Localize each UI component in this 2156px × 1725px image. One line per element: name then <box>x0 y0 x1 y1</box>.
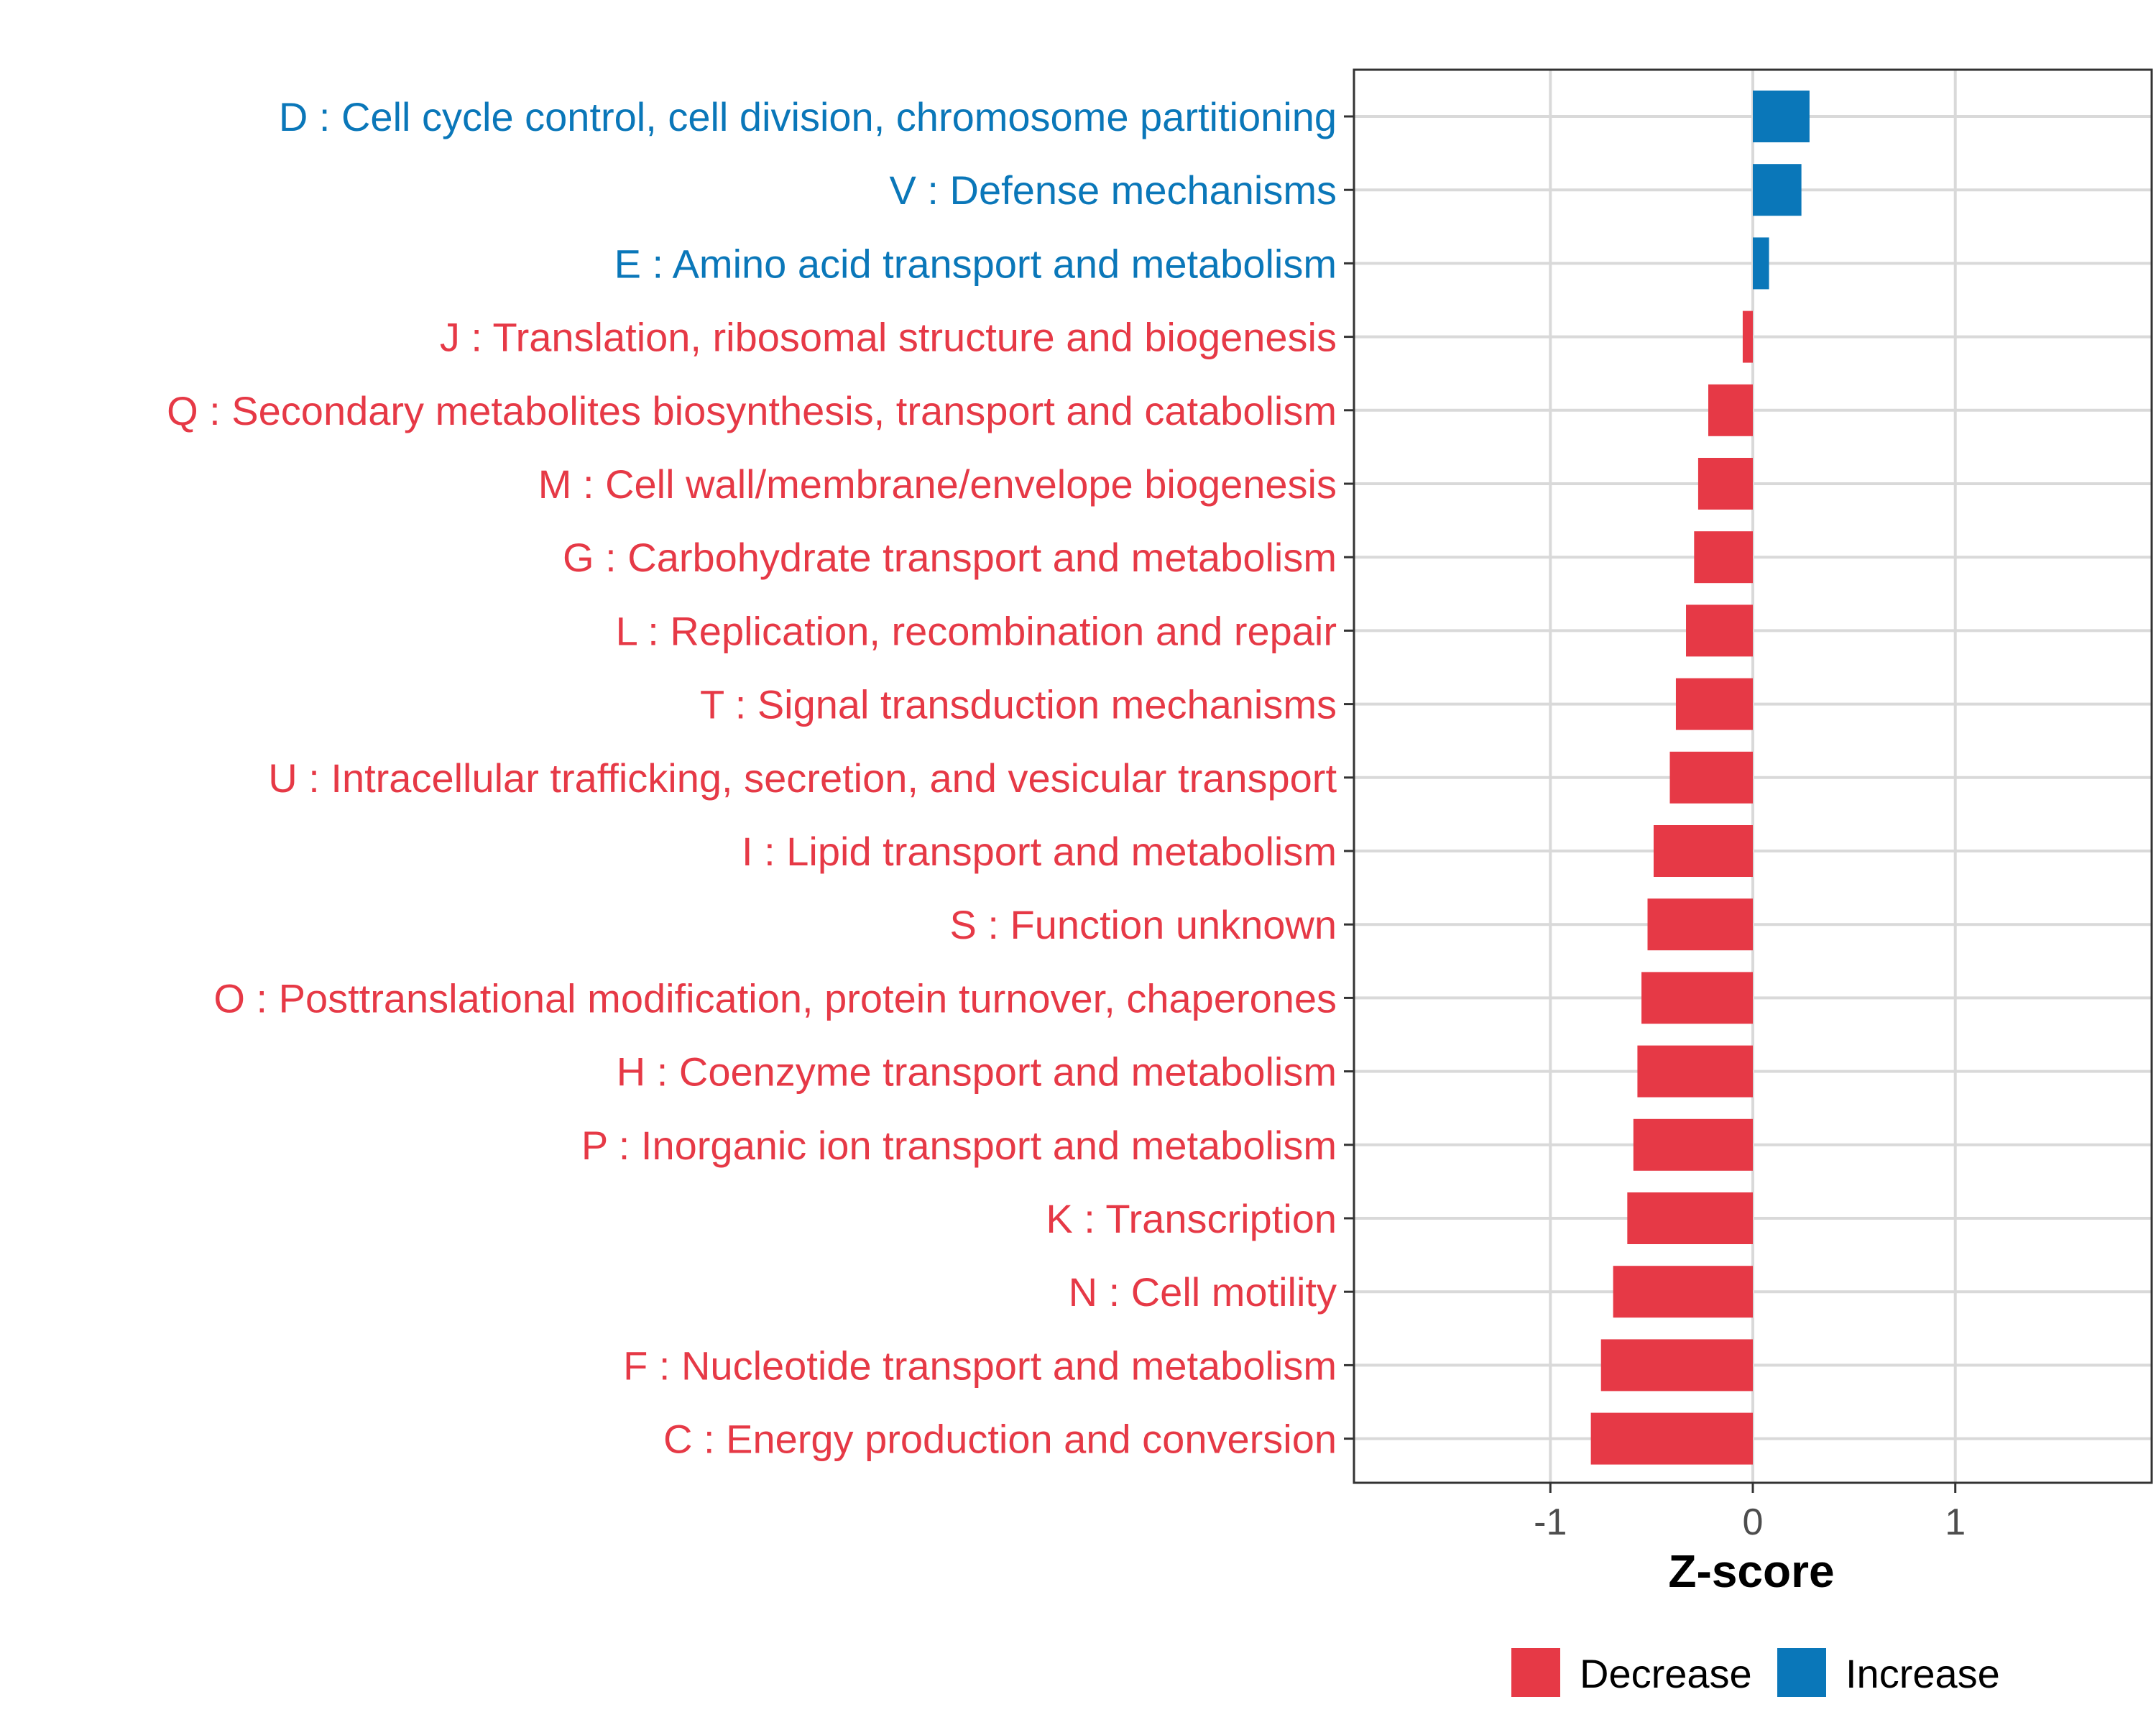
bar <box>1753 91 1810 142</box>
bar <box>1600 1339 1753 1392</box>
category-label: M : Cell wall/membrane/envelope biogenes… <box>538 461 1337 507</box>
category-label: F : Nucleotide transport and metabolism <box>623 1343 1337 1388</box>
category-label: E : Amino acid transport and metabolism <box>614 241 1337 286</box>
bars-layer <box>1590 91 1810 1465</box>
category-label: L : Replication, recombination and repai… <box>616 608 1337 653</box>
legend-label-increase: Increase <box>1846 1651 2000 1696</box>
category-label: C : Energy production and conversion <box>663 1417 1337 1462</box>
category-label: Q : Secondary metabolites biosynthesis, … <box>167 388 1337 433</box>
x-tick-label: 0 <box>1743 1501 1764 1543</box>
x-axis-title: Z-score <box>1668 1545 1834 1597</box>
bar <box>1753 237 1769 290</box>
category-label: O : Posttranslational modification, prot… <box>213 975 1337 1021</box>
bar <box>1694 531 1753 584</box>
x-tick-label: 1 <box>1945 1501 1966 1543</box>
category-label: H : Coenzyme transport and metabolism <box>617 1049 1337 1095</box>
category-label: P : Inorganic ion transport and metaboli… <box>581 1123 1337 1168</box>
category-label: N : Cell motility <box>1069 1269 1337 1315</box>
bar <box>1669 751 1753 804</box>
category-label: G : Carbohydrate transport and metabolis… <box>563 535 1337 580</box>
category-label: U : Intracellular trafficking, secretion… <box>268 755 1337 801</box>
category-label: T : Signal transduction mechanisms <box>700 682 1337 727</box>
bar <box>1637 1045 1753 1098</box>
legend-swatch-increase <box>1777 1648 1826 1697</box>
bar <box>1675 678 1753 730</box>
bar <box>1613 1266 1753 1318</box>
category-label: S : Function unknown <box>949 902 1337 947</box>
category-label: J : Translation, ribosomal structure and… <box>440 315 1337 360</box>
legend-label-decrease: Decrease <box>1580 1651 1752 1696</box>
bar <box>1627 1192 1753 1244</box>
ticks-layer: -1 0 1 <box>1344 115 1966 1543</box>
bar <box>1633 1118 1753 1171</box>
bar <box>1647 898 1753 951</box>
bar <box>1697 458 1753 510</box>
category-labels: D : Cell cycle control, cell division, c… <box>167 94 1337 1462</box>
bar <box>1590 1412 1753 1465</box>
category-label: I : Lipid transport and metabolism <box>742 829 1337 874</box>
category-label: D : Cell cycle control, cell division, c… <box>279 94 1337 139</box>
bar <box>1653 825 1753 877</box>
x-tick-label: -1 <box>1534 1501 1567 1543</box>
category-label: V : Defense mechanisms <box>890 167 1337 213</box>
bar <box>1641 972 1753 1024</box>
category-label: K : Transcription <box>1046 1196 1337 1241</box>
bar <box>1742 310 1753 363</box>
bar <box>1708 384 1753 436</box>
legend-swatch-decrease <box>1511 1648 1560 1697</box>
legend: Decrease Increase <box>1511 1648 2000 1697</box>
bar <box>1753 164 1802 216</box>
bar <box>1686 604 1753 657</box>
